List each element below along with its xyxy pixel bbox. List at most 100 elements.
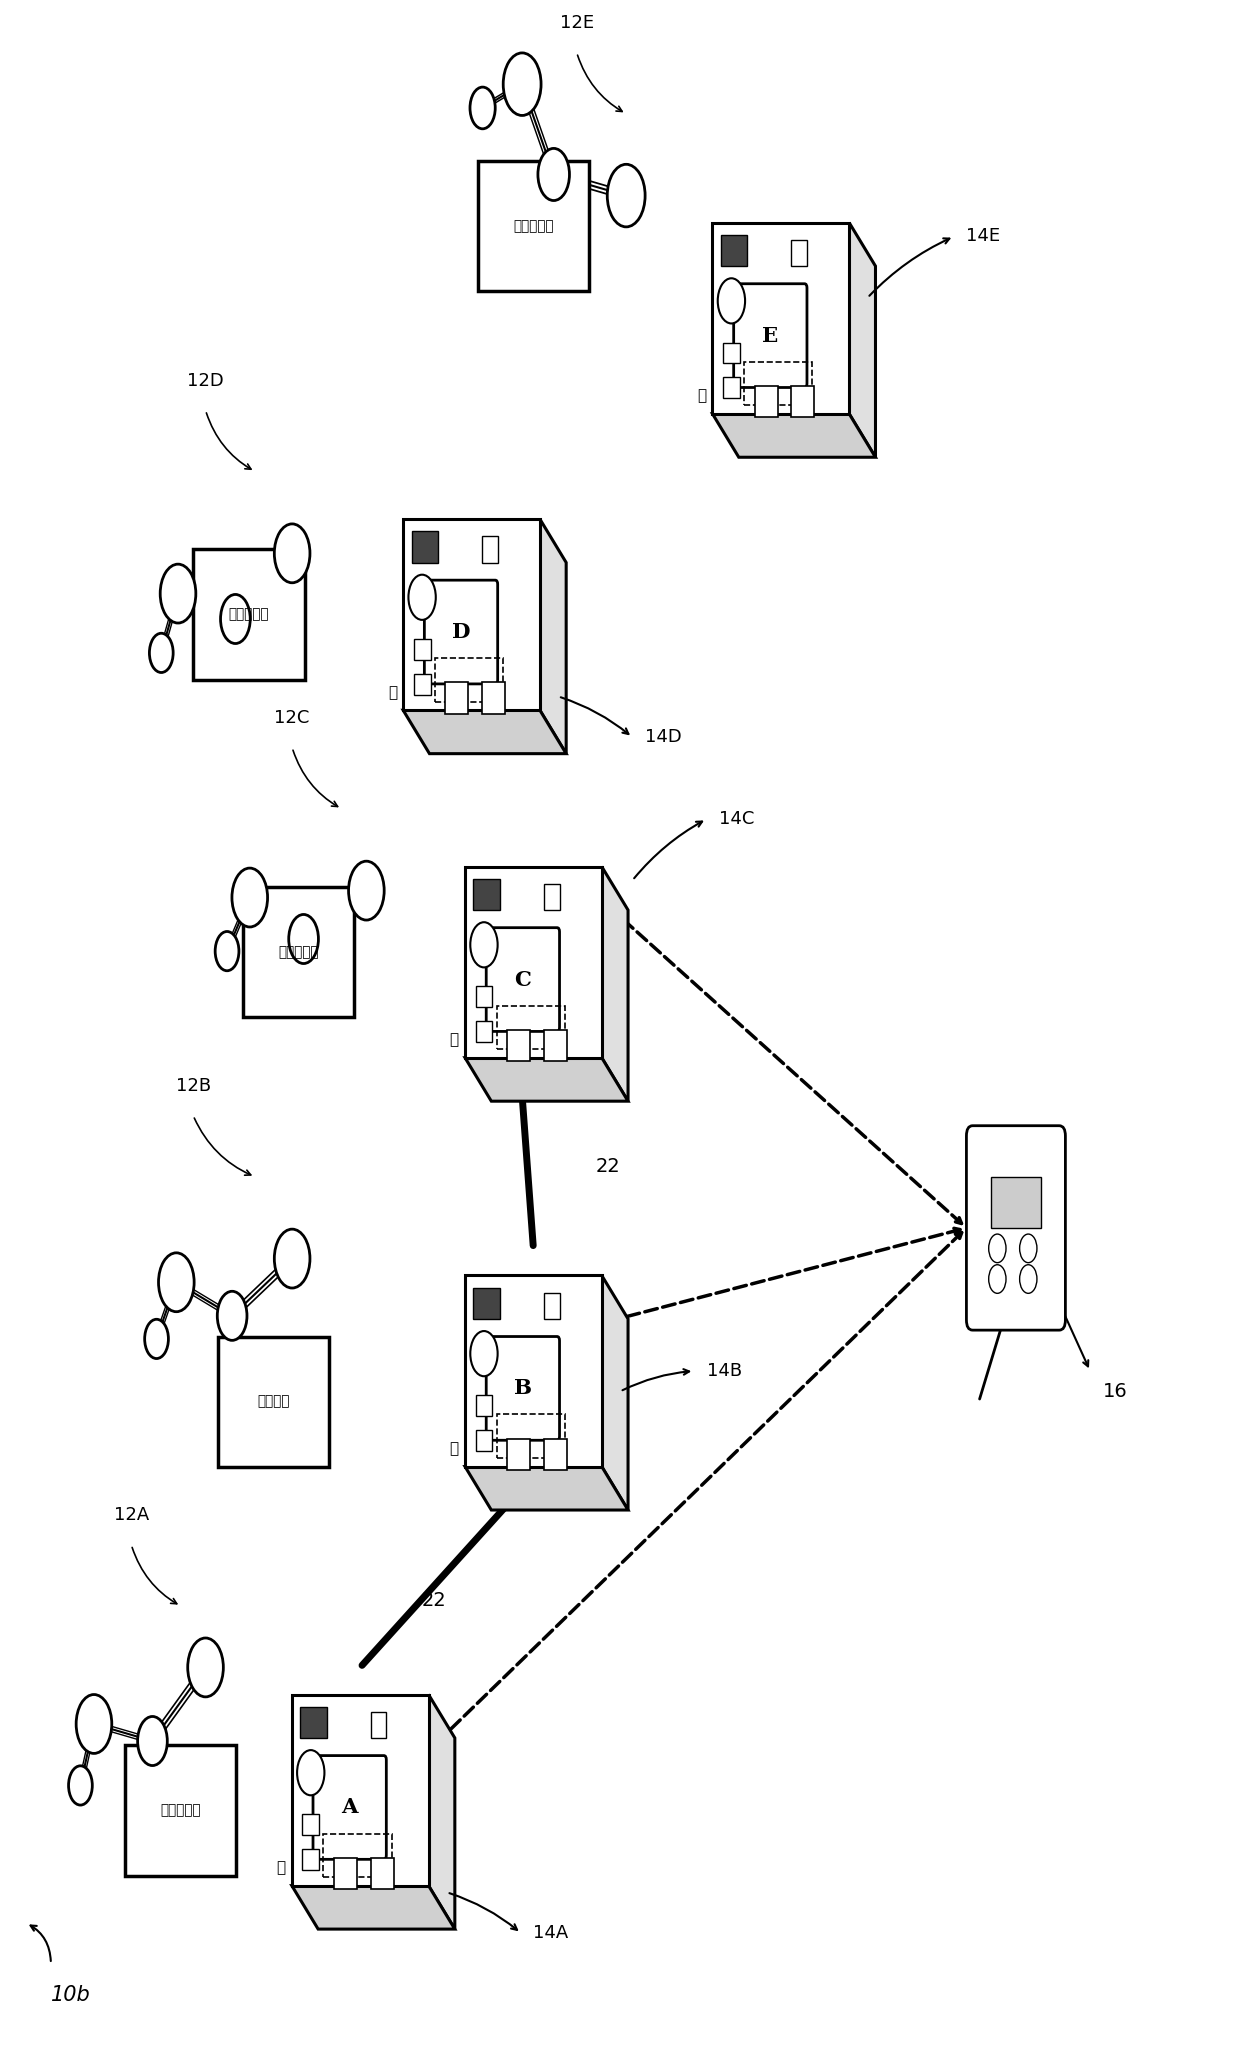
- Polygon shape: [601, 1275, 627, 1511]
- FancyBboxPatch shape: [300, 1707, 326, 1738]
- FancyBboxPatch shape: [755, 387, 777, 418]
- Text: D: D: [451, 622, 470, 643]
- FancyBboxPatch shape: [193, 549, 305, 680]
- Text: 示教状态: 示教状态: [258, 1394, 290, 1408]
- Circle shape: [988, 1265, 1006, 1294]
- Text: 14E: 14E: [966, 227, 1001, 246]
- FancyBboxPatch shape: [218, 1337, 330, 1468]
- FancyBboxPatch shape: [734, 285, 807, 387]
- FancyBboxPatch shape: [723, 377, 740, 399]
- Text: 副: 副: [697, 389, 707, 403]
- Text: 14C: 14C: [719, 811, 754, 829]
- FancyBboxPatch shape: [371, 1711, 387, 1738]
- FancyBboxPatch shape: [303, 1848, 319, 1871]
- Circle shape: [718, 278, 745, 323]
- Text: 12E: 12E: [559, 14, 594, 33]
- Circle shape: [408, 575, 435, 620]
- FancyBboxPatch shape: [312, 1756, 387, 1859]
- Circle shape: [221, 594, 250, 643]
- Circle shape: [348, 862, 384, 919]
- Circle shape: [274, 524, 310, 583]
- Text: 16: 16: [1102, 1382, 1127, 1400]
- Circle shape: [216, 931, 239, 970]
- Circle shape: [1019, 1265, 1037, 1294]
- Text: 12D: 12D: [187, 373, 224, 389]
- Circle shape: [538, 147, 569, 201]
- Text: 12B: 12B: [176, 1077, 211, 1095]
- FancyBboxPatch shape: [334, 1859, 357, 1889]
- Polygon shape: [465, 1058, 627, 1101]
- FancyBboxPatch shape: [465, 866, 601, 1058]
- FancyBboxPatch shape: [544, 1030, 567, 1060]
- FancyBboxPatch shape: [476, 1396, 492, 1417]
- Polygon shape: [291, 1885, 455, 1928]
- FancyBboxPatch shape: [477, 162, 589, 291]
- Circle shape: [159, 1253, 195, 1312]
- Text: 14B: 14B: [707, 1361, 742, 1380]
- FancyBboxPatch shape: [414, 673, 430, 694]
- Text: 副: 副: [388, 686, 397, 700]
- FancyBboxPatch shape: [424, 579, 497, 684]
- Polygon shape: [713, 413, 875, 456]
- Text: 主: 主: [450, 1441, 459, 1455]
- Circle shape: [298, 1750, 325, 1795]
- FancyBboxPatch shape: [544, 884, 559, 911]
- Text: 22: 22: [595, 1157, 620, 1177]
- Circle shape: [503, 53, 541, 115]
- FancyBboxPatch shape: [713, 223, 849, 413]
- FancyBboxPatch shape: [476, 1431, 492, 1451]
- Text: 14D: 14D: [645, 729, 682, 747]
- FancyBboxPatch shape: [125, 1746, 237, 1875]
- FancyBboxPatch shape: [720, 235, 748, 266]
- Polygon shape: [429, 1695, 455, 1928]
- FancyBboxPatch shape: [476, 987, 492, 1007]
- FancyBboxPatch shape: [303, 1814, 319, 1836]
- FancyBboxPatch shape: [476, 1021, 492, 1042]
- Polygon shape: [539, 520, 567, 753]
- Text: 非示教状态: 非示教状态: [228, 608, 269, 622]
- Circle shape: [138, 1717, 167, 1767]
- Circle shape: [274, 1228, 310, 1288]
- Text: B: B: [513, 1378, 532, 1398]
- Text: C: C: [515, 970, 531, 989]
- FancyBboxPatch shape: [791, 387, 815, 418]
- Circle shape: [145, 1318, 169, 1359]
- Text: 副: 副: [277, 1861, 285, 1875]
- FancyBboxPatch shape: [465, 1275, 601, 1466]
- Polygon shape: [403, 710, 567, 753]
- Text: 副: 副: [450, 1032, 459, 1048]
- Circle shape: [217, 1292, 247, 1341]
- Polygon shape: [465, 1466, 627, 1511]
- Text: A: A: [341, 1797, 358, 1818]
- FancyBboxPatch shape: [991, 1177, 1040, 1228]
- FancyBboxPatch shape: [414, 639, 430, 659]
- FancyBboxPatch shape: [966, 1126, 1065, 1331]
- FancyBboxPatch shape: [723, 342, 740, 364]
- Circle shape: [470, 88, 495, 129]
- Circle shape: [149, 633, 174, 673]
- Text: 非示教状态: 非示教状态: [278, 946, 319, 958]
- Circle shape: [1019, 1234, 1037, 1263]
- Circle shape: [289, 915, 319, 964]
- Circle shape: [232, 868, 268, 927]
- FancyBboxPatch shape: [507, 1030, 531, 1060]
- FancyBboxPatch shape: [791, 239, 807, 266]
- Circle shape: [187, 1638, 223, 1697]
- Text: 22: 22: [422, 1591, 446, 1611]
- Text: E: E: [763, 325, 779, 346]
- Circle shape: [470, 923, 497, 968]
- Polygon shape: [601, 866, 627, 1101]
- FancyBboxPatch shape: [474, 878, 500, 911]
- Circle shape: [76, 1695, 112, 1754]
- Circle shape: [470, 1331, 497, 1376]
- FancyBboxPatch shape: [544, 1439, 567, 1470]
- FancyBboxPatch shape: [474, 1288, 500, 1318]
- FancyBboxPatch shape: [412, 532, 438, 563]
- FancyBboxPatch shape: [507, 1439, 531, 1470]
- FancyBboxPatch shape: [403, 520, 539, 710]
- Text: 12A: 12A: [114, 1507, 149, 1525]
- FancyBboxPatch shape: [291, 1695, 429, 1885]
- Text: 10b: 10b: [51, 1986, 91, 2004]
- Text: 14A: 14A: [533, 1924, 569, 1943]
- FancyBboxPatch shape: [243, 886, 353, 1017]
